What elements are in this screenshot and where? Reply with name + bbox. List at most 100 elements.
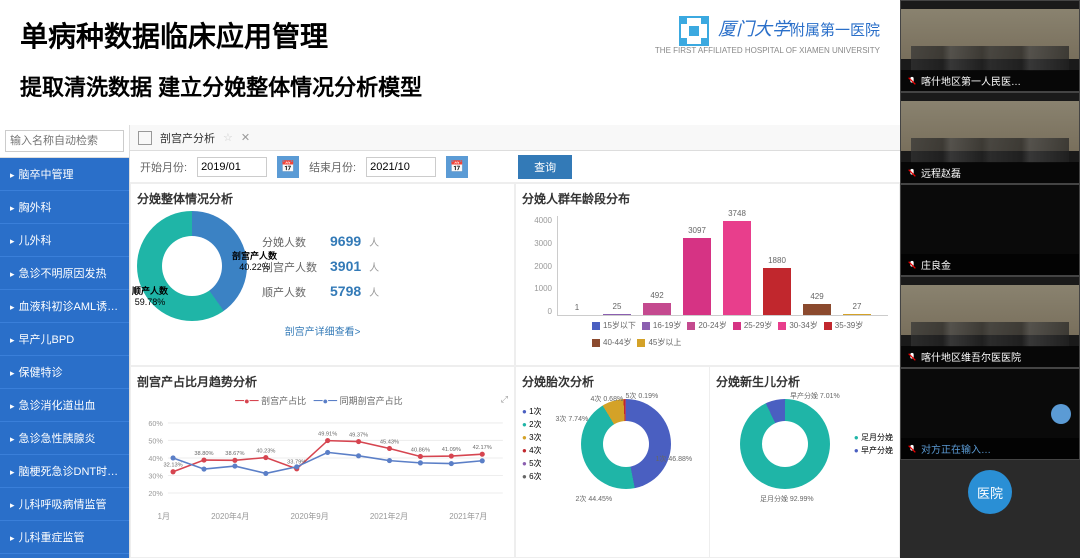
newborn-title: 分娩新生儿分析	[716, 373, 893, 390]
sidebar-item[interactable]: 脑卒中管理	[0, 158, 129, 191]
trend-title: 剖宫产占比月趋势分析	[137, 373, 508, 390]
sidebar-item[interactable]: 急诊不明原因发热	[0, 257, 129, 290]
trend-panel: 剖宫产占比月趋势分析 ━●━ 剖宫产占比 ━●━ 同期剖宫产占比 ⤢ 60% 50…	[130, 366, 515, 558]
svg-text:32.13%: 32.13%	[163, 462, 182, 468]
line-chart: 60%50%40%30%20%32.13%38.80%38.67%40.23%3…	[137, 409, 508, 539]
bar: 429	[803, 304, 831, 315]
svg-text:38.80%: 38.80%	[194, 450, 213, 456]
video-tile[interactable]: 喀什地区维吾尔医医院	[900, 276, 1080, 368]
overview-panel: 分娩整体情况分析 顺产人数59.78% 剖宫产人数40.22% 分娩人数9699…	[130, 183, 515, 366]
star-icon[interactable]: ☆	[223, 131, 233, 144]
stat-row: 剖宫产人数3901人	[262, 258, 379, 275]
svg-text:45.43%: 45.43%	[380, 439, 399, 445]
query-button[interactable]: 查询	[518, 155, 572, 179]
sidebar-item[interactable]: 儿科重症监管	[0, 521, 129, 554]
mic-muted-icon	[907, 444, 917, 454]
tab-bar: 剖宫产分析 ☆ ✕	[130, 125, 900, 151]
legend-item: 16-19岁	[642, 320, 681, 331]
video-tile[interactable]: 喀什地区第一人民医…	[900, 0, 1080, 92]
legend-item: 15岁以下	[592, 320, 636, 331]
svg-text:49.91%: 49.91%	[318, 431, 337, 437]
presentation-main: 单病种数据临床应用管理 提取清洗数据 建立分娩整体情况分析模型 厦门大学附属第一…	[0, 0, 900, 558]
grid-icon[interactable]	[138, 131, 152, 145]
overview-title: 分娩整体情况分析	[137, 190, 508, 207]
sidebar-item[interactable]: 胸外科	[0, 191, 129, 224]
close-icon[interactable]: ✕	[241, 131, 250, 144]
sidebar-item[interactable]: 急诊消化道出血	[0, 389, 129, 422]
search-box	[0, 125, 129, 158]
fetus-panel: 分娩胎次分析 ● 1次● 2次● 3次● 4次● 5次● 6次 5次 0.19%…	[516, 367, 705, 558]
sidebar-item[interactable]: 门急诊就诊收费	[0, 554, 129, 558]
video-participants-panel: 喀什地区第一人民医… 远程赵磊庄良金喀什地区维吾尔医医院对方正在输入… 医院	[900, 0, 1080, 558]
svg-text:38.67%: 38.67%	[225, 451, 244, 457]
calendar-icon[interactable]: 📅	[277, 156, 299, 178]
svg-text:50%: 50%	[148, 436, 163, 445]
hospital-name-en: THE FIRST AFFILIATED HOSPITAL OF XIAMEN …	[655, 46, 880, 55]
svg-text:49.37%: 49.37%	[349, 432, 368, 438]
calendar-icon[interactable]: 📅	[446, 156, 468, 178]
fetus-title: 分娩胎次分析	[522, 373, 699, 390]
dashboard-app: 脑卒中管理胸外科儿外科急诊不明原因发热血液科初诊AML诱导…早产儿BPD保健特诊…	[0, 125, 900, 558]
expand-icon[interactable]: ⤢	[501, 394, 508, 405]
legend-item: 25-29岁	[733, 320, 772, 331]
bar: 25	[603, 314, 631, 315]
mic-muted-icon	[907, 76, 917, 86]
video-tile[interactable]: 对方正在输入…	[900, 368, 1080, 460]
age-bar-panel: 分娩人群年龄段分布 40003000200010000 125492309737…	[515, 183, 900, 366]
svg-text:40.23%: 40.23%	[256, 448, 275, 454]
sidebar: 脑卒中管理胸外科儿外科急诊不明原因发热血液科初诊AML诱导…早产儿BPD保健特诊…	[0, 125, 130, 558]
svg-text:42.17%: 42.17%	[473, 445, 492, 451]
newborn-panel: 分娩新生儿分析 早产分娩 7.01%足月分娩 92.99% ● 足月分娩● 早产…	[709, 367, 899, 558]
start-date-input[interactable]	[197, 157, 267, 177]
overview-donut: 顺产人数59.78% 剖宫产人数40.22%	[137, 211, 247, 321]
sidebar-item[interactable]: 血液科初诊AML诱导…	[0, 290, 129, 323]
video-tile[interactable]: 庄良金	[900, 184, 1080, 276]
svg-text:40.86%: 40.86%	[411, 447, 430, 453]
hospital-name: 厦门大学附属第一医院	[718, 15, 880, 41]
line-svg: 60%50%40%30%20%32.13%38.80%38.67%40.23%3…	[137, 409, 508, 509]
participant-name-bar: 远程赵磊	[901, 162, 1079, 183]
mic-muted-icon	[907, 352, 917, 362]
svg-text:30%: 30%	[148, 471, 163, 480]
end-label: 结束月份:	[309, 159, 356, 175]
fetus-legend-icons: ● 1次● 2次● 3次● 4次● 5次● 6次	[522, 406, 552, 482]
donut-seg1-label: 顺产人数59.78%	[132, 286, 168, 308]
legend-item: 40-44岁	[592, 337, 631, 348]
fetus-donut: 5次 0.19%4次 0.68%3次 7.74%2次 44.45%1次 46.8…	[581, 399, 671, 489]
newborn-donut: 早产分娩 7.01%足月分娩 92.99%	[740, 399, 830, 489]
sidebar-item[interactable]: 保健特诊	[0, 356, 129, 389]
detail-link[interactable]: 剖宫产详细查看>	[137, 323, 508, 338]
hospital-button[interactable]: 医院	[968, 470, 1012, 514]
legend-item: 45岁以上	[637, 337, 681, 348]
sidebar-item[interactable]: 儿外科	[0, 224, 129, 257]
slide-subtitle: 提取清洗数据 建立分娩整体情况分析模型	[20, 70, 880, 102]
filter-bar: 开始月份: 📅 结束月份: 📅 查询	[130, 151, 900, 183]
donut-seg2-label: 剖宫产人数40.22%	[232, 251, 277, 273]
stat-row: 顺产人数5798人	[262, 283, 379, 300]
sidebar-item[interactable]: 脑梗死急诊DNT时间…	[0, 455, 129, 488]
video-tile[interactable]: 远程赵磊	[900, 92, 1080, 184]
tab-label[interactable]: 剖宫产分析	[160, 130, 215, 146]
bar: 492	[643, 303, 671, 315]
bar: 27	[843, 314, 871, 315]
bar: 3097	[683, 238, 711, 315]
legend-item: 30-34岁	[778, 320, 817, 331]
trend-legend: ━●━ 剖宫产占比 ━●━ 同期剖宫产占比 ⤢	[137, 394, 508, 407]
slide-header: 单病种数据临床应用管理 提取清洗数据 建立分娩整体情况分析模型 厦门大学附属第一…	[0, 0, 900, 125]
sidebar-item[interactable]: 急诊急性胰腺炎	[0, 422, 129, 455]
start-label: 开始月份:	[140, 159, 187, 175]
search-input[interactable]	[5, 130, 124, 152]
end-date-input[interactable]	[366, 157, 436, 177]
bar-chart: 40003000200010000 1254923097374818804292…	[522, 211, 893, 346]
bar: 3748	[723, 221, 751, 315]
cross-icon	[679, 16, 709, 46]
stat-row: 分娩人数9699人	[262, 233, 379, 250]
sidebar-item[interactable]: 早产儿BPD	[0, 323, 129, 356]
bar-legend: 15岁以下16-19岁20-24岁25-29岁30-34岁35-39岁40-44…	[557, 320, 888, 348]
mic-muted-icon	[907, 168, 917, 178]
sidebar-item[interactable]: 儿科呼吸病情监管	[0, 488, 129, 521]
nav-list: 脑卒中管理胸外科儿外科急诊不明原因发热血液科初诊AML诱导…早产儿BPD保健特诊…	[0, 158, 129, 558]
small-donuts-panel: 分娩胎次分析 ● 1次● 2次● 3次● 4次● 5次● 6次 5次 0.19%…	[515, 366, 900, 558]
newborn-legend: ● 足月分娩● 早产分娩	[854, 432, 893, 456]
svg-text:60%: 60%	[148, 419, 163, 428]
